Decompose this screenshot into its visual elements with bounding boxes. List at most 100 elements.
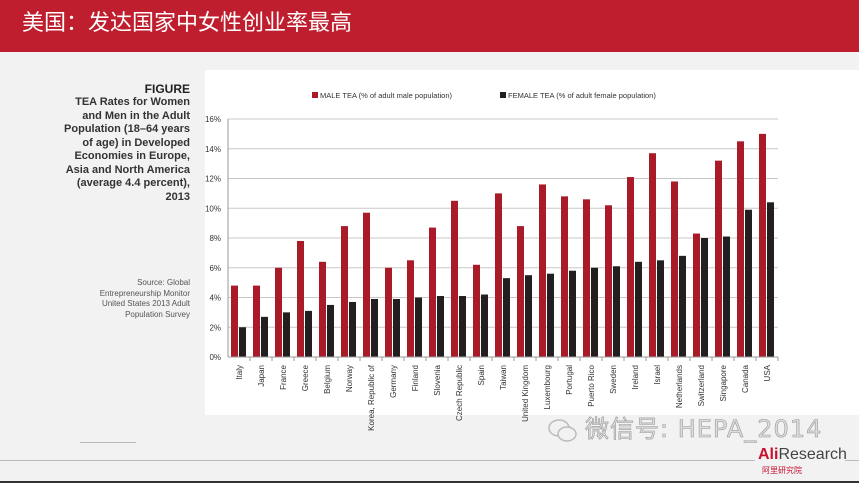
male-bar	[737, 141, 744, 357]
logo-suffix: Research	[778, 446, 847, 463]
divider	[80, 442, 136, 443]
source-note: Source: Global Entrepreneurship Monitor …	[99, 278, 190, 319]
watermark: 微信号: HEPA_2014	[585, 415, 823, 443]
legend-male-swatch	[312, 92, 318, 98]
male-bar	[319, 261, 326, 357]
male-bar	[627, 177, 634, 357]
title-bar: 美国：发达国家中女性创业率最高	[0, 0, 859, 52]
male-bar	[605, 205, 612, 357]
female-bar	[679, 255, 686, 357]
male-bar	[407, 260, 414, 357]
male-bar	[473, 264, 480, 357]
x-tick-label: Slovenia	[433, 364, 442, 395]
male-bar	[517, 226, 524, 357]
x-tick-label: United Kingdom	[521, 365, 530, 422]
male-bar	[693, 233, 700, 357]
x-tick-label: Ireland	[631, 365, 640, 389]
female-bar	[767, 202, 774, 357]
x-tick-label: Taiwan	[499, 365, 508, 390]
logo-prefix: Ali	[758, 446, 779, 463]
y-tick-label: 0%	[209, 353, 221, 362]
female-bar	[701, 238, 708, 357]
male-bar	[341, 226, 348, 357]
x-tick-label: Portugal	[565, 365, 574, 395]
male-bar	[385, 267, 392, 357]
x-tick-label: Belgium	[323, 365, 332, 394]
female-bar	[525, 275, 532, 357]
x-tick-label: Italy	[235, 365, 244, 380]
page-title: 美国：发达国家中女性创业率最高	[22, 11, 353, 36]
female-bar	[459, 296, 466, 357]
x-tick-label: Germany	[389, 365, 398, 398]
female-bar	[371, 298, 378, 357]
male-bar	[451, 200, 458, 357]
x-tick-label: Netherlands	[675, 365, 684, 408]
x-tick-label: Canada	[741, 364, 750, 393]
x-tick-label: Luxembourg	[543, 365, 552, 409]
female-bar	[481, 294, 488, 357]
x-tick-label: Israel	[653, 365, 662, 385]
figure-description: TEA Rates for Women and Men in the Adult…	[64, 96, 190, 203]
x-tick-label: Japan	[257, 365, 266, 387]
female-bar	[261, 316, 268, 357]
male-bar	[561, 196, 568, 357]
male-bar	[759, 133, 766, 357]
legend-male-label: MALE TEA (% of adult male population)	[320, 91, 453, 100]
y-tick-label: 2%	[209, 323, 221, 332]
female-bar	[745, 209, 752, 357]
figure-label: FIGURE	[144, 82, 190, 96]
female-bar	[503, 278, 510, 357]
male-bar	[715, 160, 722, 357]
x-tick-label: Spain	[477, 365, 486, 385]
footer-line	[0, 460, 755, 461]
x-tick-label: Czech Republic	[455, 365, 464, 421]
x-tick-label: Singapore	[719, 364, 728, 401]
x-tick-label: Finland	[411, 365, 420, 391]
y-tick-label: 6%	[209, 264, 221, 273]
female-bar	[591, 267, 598, 357]
male-bar	[429, 227, 436, 357]
y-tick-label: 10%	[205, 204, 221, 213]
male-bar	[583, 199, 590, 357]
female-bar	[723, 236, 730, 357]
footer-line-right	[845, 460, 859, 461]
female-bar	[613, 266, 620, 357]
male-bar	[539, 184, 546, 357]
x-tick-label: France	[279, 364, 288, 389]
female-bar	[415, 297, 422, 357]
legend-female-swatch	[500, 92, 506, 98]
female-bar	[305, 310, 312, 357]
wechat-icon	[548, 419, 577, 442]
female-bar	[393, 298, 400, 357]
y-tick-label: 4%	[209, 294, 221, 303]
female-bar	[635, 261, 642, 357]
female-bar	[569, 270, 576, 357]
female-bar	[239, 327, 246, 357]
legend-female-label: FEMALE TEA (% of adult female population…	[508, 91, 656, 100]
female-bar	[437, 296, 444, 357]
x-tick-label: Sweden	[609, 365, 618, 394]
figure-caption: FIGURE TEA Rates for Women and Men in th…	[55, 82, 190, 204]
male-bar	[253, 285, 260, 357]
male-bar	[363, 212, 370, 357]
female-bar	[547, 273, 554, 357]
male-bar	[649, 153, 656, 357]
y-tick-label: 12%	[205, 175, 221, 184]
male-bar	[231, 285, 238, 357]
female-bar	[327, 304, 334, 357]
male-bar	[671, 181, 678, 357]
y-tick-label: 16%	[205, 115, 221, 124]
female-bar	[349, 301, 356, 357]
male-bar	[275, 267, 282, 357]
female-bar	[283, 312, 290, 357]
y-tick-label: 14%	[205, 145, 221, 154]
x-tick-label: Puerto Rico	[587, 364, 596, 406]
bottom-bar	[0, 481, 859, 483]
x-tick-label: Korea, Republic of	[367, 364, 376, 431]
x-tick-label: USA	[763, 364, 772, 381]
y-tick-label: 8%	[209, 234, 221, 243]
x-tick-label: Greece	[301, 364, 310, 391]
male-bar	[297, 240, 304, 357]
logo-subtitle: 阿里研究院	[762, 466, 802, 475]
